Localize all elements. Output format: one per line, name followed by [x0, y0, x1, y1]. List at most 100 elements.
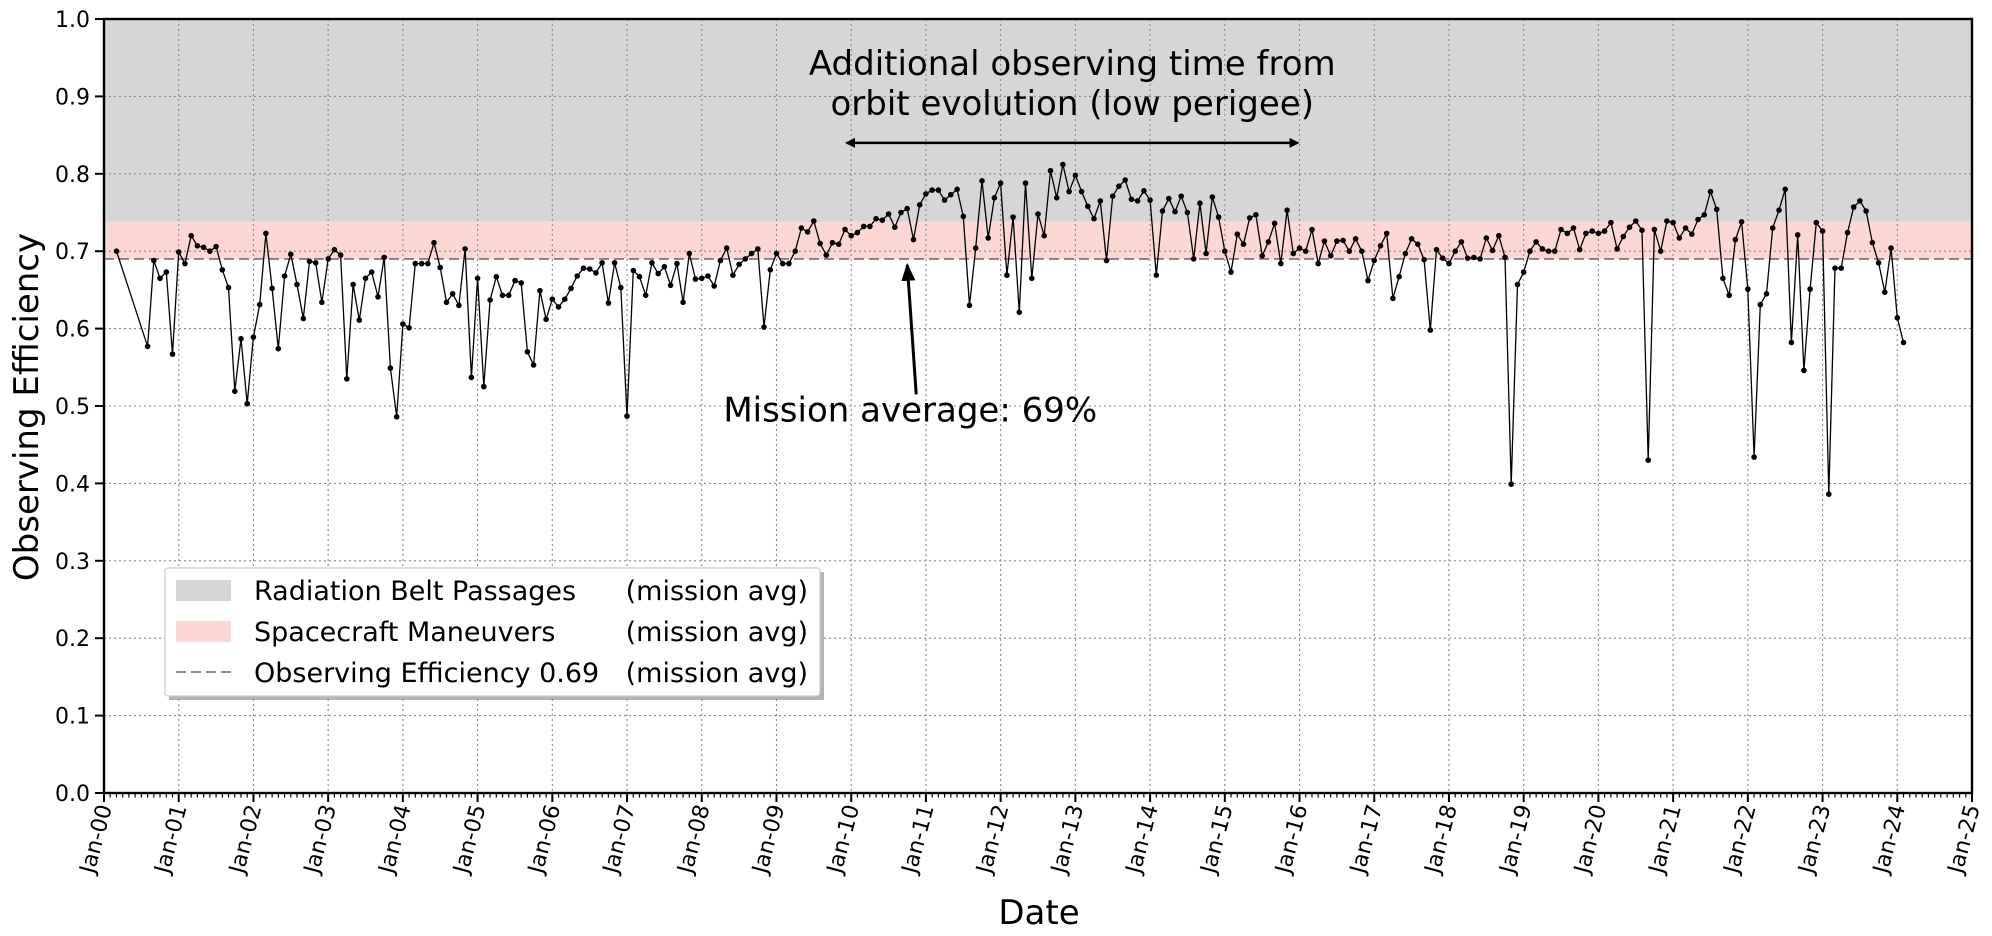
legend-frame — [164, 567, 821, 697]
x-tick-label: Jan-16 — [1271, 802, 1314, 878]
data-point — [406, 325, 412, 331]
x-tick-label: Jan-18 — [1420, 802, 1463, 878]
data-point — [1595, 230, 1602, 237]
legend-label-1: Spacecraft Maneuvers — [254, 617, 555, 648]
data-point — [1713, 206, 1720, 213]
data-point — [979, 178, 985, 184]
data-point — [1888, 245, 1894, 251]
data-point — [1520, 269, 1527, 275]
data-point — [356, 317, 363, 323]
x-tick-label: Jan-13 — [1046, 802, 1089, 878]
data-point — [474, 275, 481, 282]
legend-label-2: Observing Efficiency 0.69 — [254, 658, 599, 689]
y-axis-label: Observing Efficiency — [7, 233, 47, 581]
data-point — [1439, 255, 1446, 261]
data-point — [1109, 193, 1116, 199]
data-point — [1657, 248, 1664, 254]
data-point — [1103, 257, 1110, 264]
data-point — [1246, 215, 1253, 221]
data-point — [624, 413, 630, 419]
data-point — [1302, 248, 1309, 254]
data-point — [462, 246, 468, 252]
data-point — [649, 260, 655, 266]
data-point — [1166, 195, 1172, 202]
data-point — [1763, 291, 1770, 297]
data-point — [499, 292, 506, 299]
x-tick-label: Jan-24 — [1868, 802, 1911, 878]
mission-average-annotation: Mission average: 69% — [723, 390, 1097, 430]
data-point — [437, 264, 444, 271]
y-tick-label: 0.1 — [55, 705, 90, 730]
data-point — [1552, 248, 1558, 254]
data-point — [1863, 208, 1869, 214]
data-point — [1147, 197, 1153, 203]
data-point — [294, 281, 300, 288]
x-tick-label: Jan-06 — [523, 802, 566, 878]
x-tick-label: Jan-02 — [224, 802, 267, 878]
data-point — [1134, 198, 1141, 204]
data-point — [1066, 188, 1072, 195]
series-layer — [113, 161, 1907, 498]
data-point — [1689, 231, 1695, 237]
legend-swatch-0 — [176, 580, 231, 601]
data-point — [250, 334, 257, 340]
data-point — [151, 257, 157, 264]
data-point — [1047, 167, 1054, 174]
x-tick-label: Jan-11 — [897, 802, 940, 878]
data-point — [674, 260, 680, 267]
data-point — [1029, 275, 1035, 282]
data-point — [1508, 481, 1514, 488]
data-point — [1116, 183, 1122, 189]
mission-average-arrow — [901, 262, 918, 395]
data-point — [1215, 214, 1222, 220]
y-tick-label: 0.0 — [55, 782, 90, 807]
data-point — [1060, 161, 1066, 168]
data-point — [1091, 215, 1097, 222]
data-point — [1720, 275, 1726, 282]
data-point — [1365, 277, 1371, 284]
data-point — [163, 269, 170, 275]
data-point — [1564, 230, 1571, 237]
data-point — [1041, 232, 1047, 239]
data-point — [1315, 260, 1321, 267]
data-point — [1639, 227, 1645, 234]
data-point — [1072, 172, 1079, 179]
x-tick-label: Jan-25 — [1943, 802, 1986, 878]
data-point — [1284, 207, 1290, 213]
legend: Radiation Belt Passages (mission avg) Spac… — [164, 567, 824, 700]
data-point — [1533, 239, 1539, 245]
legend-label-0: Radiation Belt Passages — [254, 576, 576, 607]
data-point — [1334, 238, 1340, 244]
data-point — [1794, 232, 1801, 238]
data-point — [1153, 272, 1160, 279]
x-tick-label: Jan-17 — [1345, 802, 1388, 878]
y-tick-label: 0.8 — [55, 163, 90, 188]
data-point — [1850, 204, 1857, 210]
data-point — [1788, 339, 1795, 346]
data-point — [767, 267, 774, 273]
data-point — [1514, 281, 1521, 288]
data-point — [1464, 255, 1471, 261]
data-point — [711, 283, 717, 289]
orbit-evolution-annotation-line-0: Additional observing time from — [809, 44, 1336, 84]
data-point — [1396, 273, 1402, 280]
x-tick-label: Jan-14 — [1121, 802, 1164, 878]
data-point — [225, 284, 232, 291]
data-point — [960, 213, 967, 220]
data-point — [269, 285, 275, 292]
x-tick-label: Jan-01 — [150, 802, 193, 878]
data-point — [325, 256, 332, 262]
data-point — [425, 260, 431, 267]
data-point — [586, 266, 593, 272]
data-point — [972, 245, 979, 251]
legend-suffix-1: (mission avg) — [626, 617, 808, 648]
data-point — [1576, 246, 1583, 253]
data-point — [1290, 250, 1297, 257]
data-point — [736, 261, 742, 268]
data-point — [997, 180, 1004, 186]
band-1 — [104, 221, 1972, 259]
data-point — [686, 250, 693, 257]
x-tick-label: Jan-10 — [822, 802, 865, 878]
data-point — [1807, 286, 1813, 292]
